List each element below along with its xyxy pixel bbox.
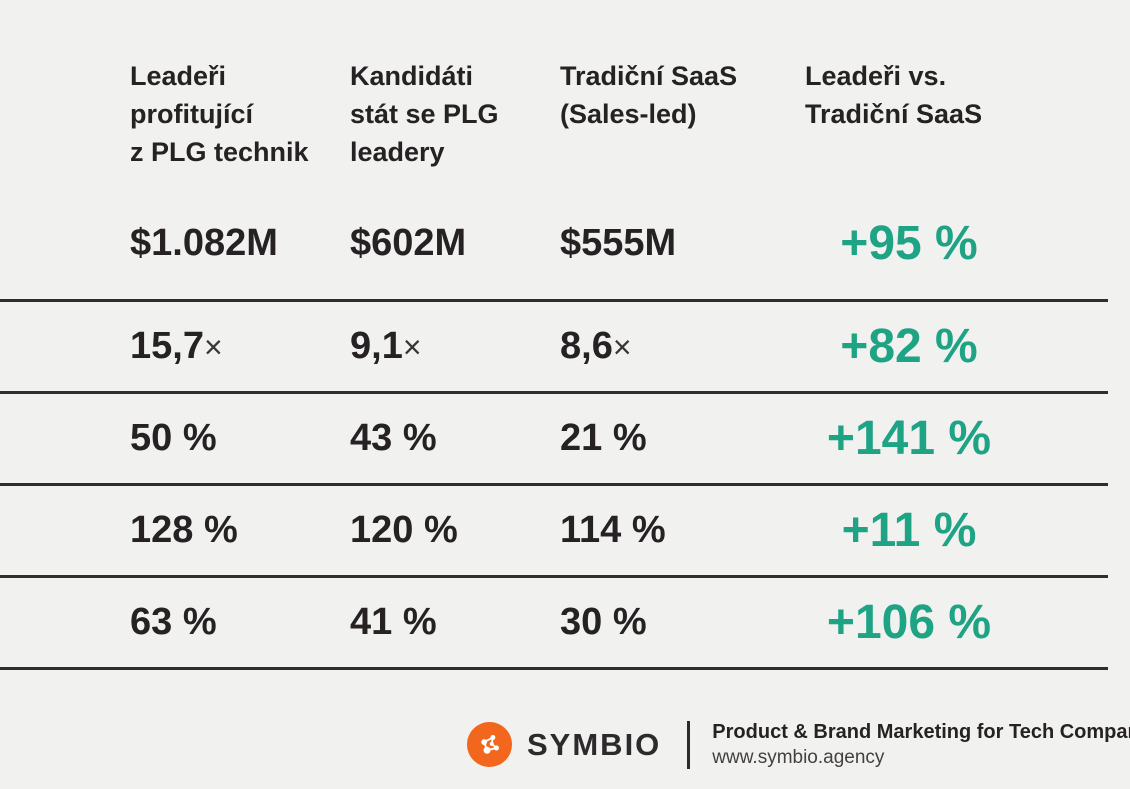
table-cell: $555M [560,222,805,265]
cell-value: $1.082M [130,222,278,264]
cell-value: 41 % [350,601,437,643]
table-cell: 120 % [350,509,560,552]
table-row: $1.082M $602M $555M +95 % [0,172,1108,302]
cell-value: 43 % [350,417,437,459]
delta-value: +141 % [826,412,992,465]
cell-value: 50 % [130,417,217,459]
delta-cell: +95 % [805,216,1108,271]
table-cell: 63 % [130,601,350,644]
cell-value: 21 % [560,417,647,459]
footer-website: www.symbio.agency [712,746,885,768]
brand-wordmark: SYMBIO [527,726,662,762]
footer-tagline: Product & Brand Marketing for Tech Compa… [712,720,1130,743]
cell-value: 63 % [130,601,217,643]
comparison-table: Leadeři profitující z PLG technik Kandid… [0,0,1108,670]
delta-value: +82 % [840,320,978,373]
table-cell: 41 % [350,601,560,644]
table-cell: $602M [350,222,560,265]
molecule-network-icon [476,731,504,759]
table-cell: 8,6× [560,325,805,368]
table-cell: 114 % [560,509,805,552]
column-header-leaders-vs-traditional: Leadeři vs. Tradiční SaaS [805,61,983,129]
table-row: 128 % 120 % 114 % +11 % [0,486,1108,578]
delta-value: +95 % [840,217,978,270]
cell-value: 30 % [560,601,647,643]
table-row: 63 % 41 % 30 % +106 % [0,578,1108,670]
multiplier-sign: × [612,329,632,365]
footer-divider [687,720,691,769]
table-cell: 9,1× [350,325,560,368]
table-cell: 30 % [560,601,805,644]
table-row: 50 % 43 % 21 % +141 % [0,394,1108,486]
table-cell: 50 % [130,417,350,460]
multiplier-sign: × [203,329,223,365]
delta-value: +106 % [826,596,992,649]
cell-value: $602M [350,222,467,264]
footer-text-block: Product & Brand Marketing for Tech Compa… [712,719,1130,771]
cell-value: 15,7 [130,325,204,367]
multiplier-sign: × [402,329,422,365]
table-row: 15,7× 9,1× 8,6× +82 % [0,302,1108,394]
delta-cell: +82 % [805,319,1108,374]
cell-value: 128 % [130,509,238,551]
cell-value: 8,6 [560,325,613,367]
cell-value: 9,1 [350,325,403,367]
symbio-logo [467,722,512,767]
cell-value: $555M [560,222,677,264]
footer: SYMBIO Product & Brand Marketing for Tec… [0,670,1130,789]
delta-value: +11 % [841,504,977,557]
table-cell: 15,7× [130,325,350,368]
table-cell: 43 % [350,417,560,460]
table-header-row: Leadeři profitující z PLG technik Kandid… [0,0,1108,172]
cell-value: 114 % [560,509,666,551]
column-header-traditional-saas: Tradiční SaaS (Sales-led) [560,61,738,129]
delta-cell: +106 % [805,595,1108,650]
delta-cell: +141 % [805,411,1108,466]
cell-value: 120 % [350,509,458,551]
table-cell: 128 % [130,509,350,552]
column-header-plg-candidates: Kandidáti stát se PLG leadery [350,61,499,167]
column-header-plg-leaders: Leadeři profitující z PLG technik [130,61,309,167]
delta-cell: +11 % [805,503,1108,558]
table-cell: 21 % [560,417,805,460]
table-cell: $1.082M [130,222,350,265]
